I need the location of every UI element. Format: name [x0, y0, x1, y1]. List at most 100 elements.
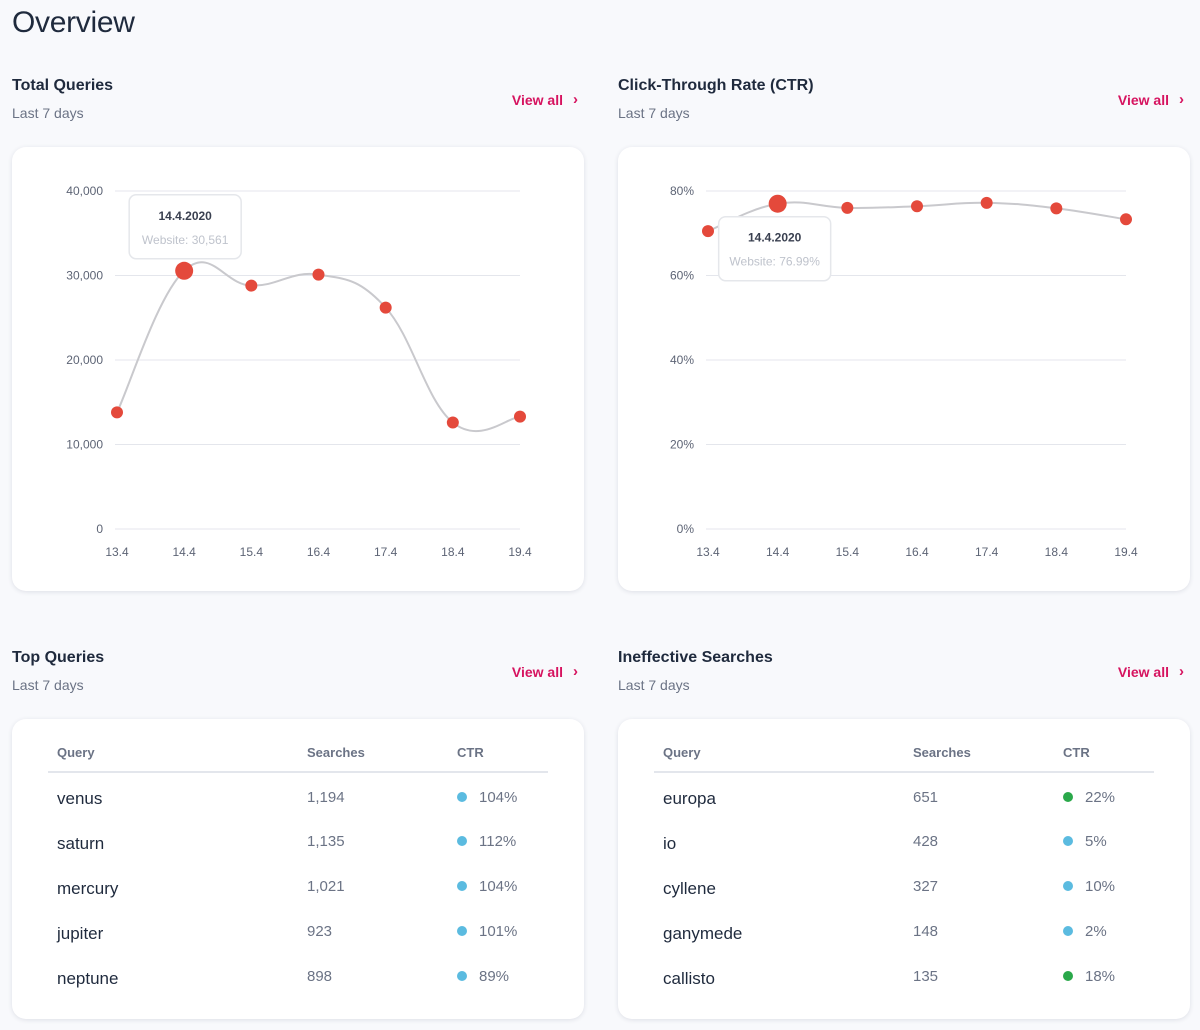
y-tick-label: 10,000 — [66, 438, 103, 452]
table-row[interactable]: venus 1,194 104% — [48, 772, 548, 817]
query-cell[interactable]: ganymede — [663, 923, 743, 943]
x-tick-label: 14.4 — [172, 545, 196, 559]
searches-cell: 135 — [913, 968, 939, 985]
table-row[interactable]: jupiter 923 101% — [48, 907, 548, 952]
ctr-value: 5% — [1085, 833, 1107, 850]
x-tick-label: 14.4 — [766, 545, 790, 559]
total-queries-chart-card: 0 10,000 20,000 30,000 40,000 13.4 14.4 15.4 16.… — [12, 147, 584, 591]
ctr-cell: 112% — [448, 817, 548, 862]
y-tick-label: 30,000 — [66, 269, 103, 283]
table-row[interactable]: mercury 1,021 104% — [48, 862, 548, 907]
x-tick-label: 16.4 — [905, 545, 929, 559]
query-cell[interactable]: saturn — [57, 833, 105, 853]
data-point[interactable] — [446, 416, 459, 429]
ctr-cell: 5% — [1054, 817, 1154, 862]
data-point[interactable] — [841, 201, 854, 214]
ctr-value: 2% — [1085, 923, 1107, 940]
ctr-section: Click-Through Rate (CTR) Last 7 days Vie… — [618, 77, 1190, 591]
y-tick-label: 40,000 — [66, 184, 103, 198]
ctr-chart-card: 0% 20% 40% 60% 80% 13.4 14.4 15.4 16.4 17.4 18.4 19… — [618, 147, 1190, 591]
data-point[interactable] — [175, 261, 194, 280]
table-row[interactable]: europa 651 22% — [654, 772, 1154, 817]
data-point[interactable] — [379, 301, 392, 314]
view-all-link[interactable]: View all › — [512, 91, 578, 108]
column-header-query[interactable]: Query — [48, 745, 298, 773]
column-header-query[interactable]: Query — [654, 745, 904, 773]
query-cell[interactable]: jupiter — [57, 923, 104, 943]
total-queries-section: Total Queries Last 7 days View all › 0 10… — [12, 77, 584, 591]
section-title: Click-Through Rate (CTR) — [618, 77, 814, 94]
query-cell[interactable]: callisto — [663, 968, 715, 988]
data-point[interactable] — [1120, 213, 1132, 226]
view-all-link[interactable]: View all › — [1118, 91, 1184, 108]
ctr-value: 22% — [1085, 788, 1116, 806]
data-point[interactable] — [768, 194, 787, 213]
table-row[interactable]: ganymede 148 2% — [654, 907, 1154, 952]
top-queries-table-card: Query Searches CTR venus 1,194 104% saturn 1… — [12, 719, 584, 1019]
x-tick-label: 13.4 — [105, 545, 129, 559]
table-row[interactable]: cyllene 327 10% — [654, 862, 1154, 907]
data-point[interactable] — [911, 200, 923, 213]
column-header-searches[interactable]: Searches — [904, 745, 1054, 773]
status-dot-icon — [457, 791, 467, 802]
query-cell[interactable]: neptune — [57, 968, 119, 988]
ctr-cell: 22% — [1054, 772, 1154, 817]
section-subtitle: Last 7 days — [618, 677, 690, 693]
view-all-link[interactable]: View all › — [512, 663, 578, 680]
table-row[interactable]: io 428 5% — [654, 817, 1154, 862]
table-row[interactable]: callisto 135 18% — [654, 952, 1154, 997]
view-all-label: View all — [1117, 91, 1169, 108]
tooltip-box — [717, 215, 832, 282]
status-dot-icon — [457, 836, 467, 847]
view-all-link[interactable]: View all › — [1118, 663, 1184, 680]
searches-cell: 1,194 — [307, 788, 345, 806]
query-cell[interactable]: venus — [57, 789, 103, 808]
series-line — [116, 261, 521, 433]
searches-cell: 327 — [913, 878, 939, 895]
ctr-cell: 104% — [448, 772, 548, 817]
query-cell[interactable]: europa — [663, 789, 716, 808]
tooltip-value: Website: 30,561 — [142, 233, 229, 247]
x-tick-label: 15.4 — [836, 545, 860, 559]
ctr-value: 104% — [479, 878, 518, 895]
column-header-ctr[interactable]: CTR — [1054, 745, 1154, 773]
x-tick-label: 19.4 — [1114, 545, 1138, 559]
table-row[interactable]: neptune 898 89% — [48, 952, 548, 997]
y-tick-label: 0 — [96, 522, 103, 536]
column-header-searches[interactable]: Searches — [298, 745, 448, 773]
query-cell[interactable]: cyllene — [663, 878, 716, 898]
tooltip-title: 14.4.2020 — [158, 209, 212, 223]
tooltip-value: Website: 76.99% — [729, 255, 820, 269]
ctr-value: 10% — [1085, 878, 1116, 895]
data-point[interactable] — [514, 410, 526, 423]
status-dot-icon — [457, 926, 467, 937]
status-dot-icon — [1063, 926, 1073, 937]
column-header-ctr[interactable]: CTR — [448, 745, 548, 773]
query-cell[interactable]: io — [663, 833, 677, 853]
searches-cell: 148 — [913, 923, 939, 940]
data-point[interactable] — [1050, 202, 1063, 215]
section-title: Ineffective Searches — [618, 649, 773, 666]
section-title: Top Queries — [12, 649, 105, 666]
searches-cell: 428 — [913, 833, 939, 850]
status-dot-icon — [1063, 971, 1073, 982]
y-tick-label: 40% — [670, 353, 694, 367]
status-dot-icon — [457, 971, 467, 982]
data-point[interactable] — [312, 268, 325, 281]
ctr-value: 18% — [1085, 968, 1116, 985]
table-row[interactable]: saturn 1,135 112% — [48, 817, 548, 862]
chevron-right-icon: › — [573, 663, 578, 680]
x-tick-label: 16.4 — [307, 545, 331, 559]
chart-tooltip: 14.4.2020 Website: 30,561 — [128, 194, 242, 260]
data-point[interactable] — [245, 279, 258, 292]
data-point[interactable] — [111, 406, 123, 419]
chevron-right-icon: › — [1179, 663, 1184, 680]
ctr-value: 112% — [479, 833, 517, 850]
status-dot-icon — [1063, 881, 1073, 892]
query-cell[interactable]: mercury — [57, 878, 119, 898]
ctr-cell: 2% — [1054, 907, 1154, 952]
view-all-label: View all — [511, 91, 563, 108]
data-point[interactable] — [980, 196, 993, 209]
data-point[interactable] — [702, 225, 714, 238]
x-tick-label: 18.4 — [441, 545, 465, 559]
